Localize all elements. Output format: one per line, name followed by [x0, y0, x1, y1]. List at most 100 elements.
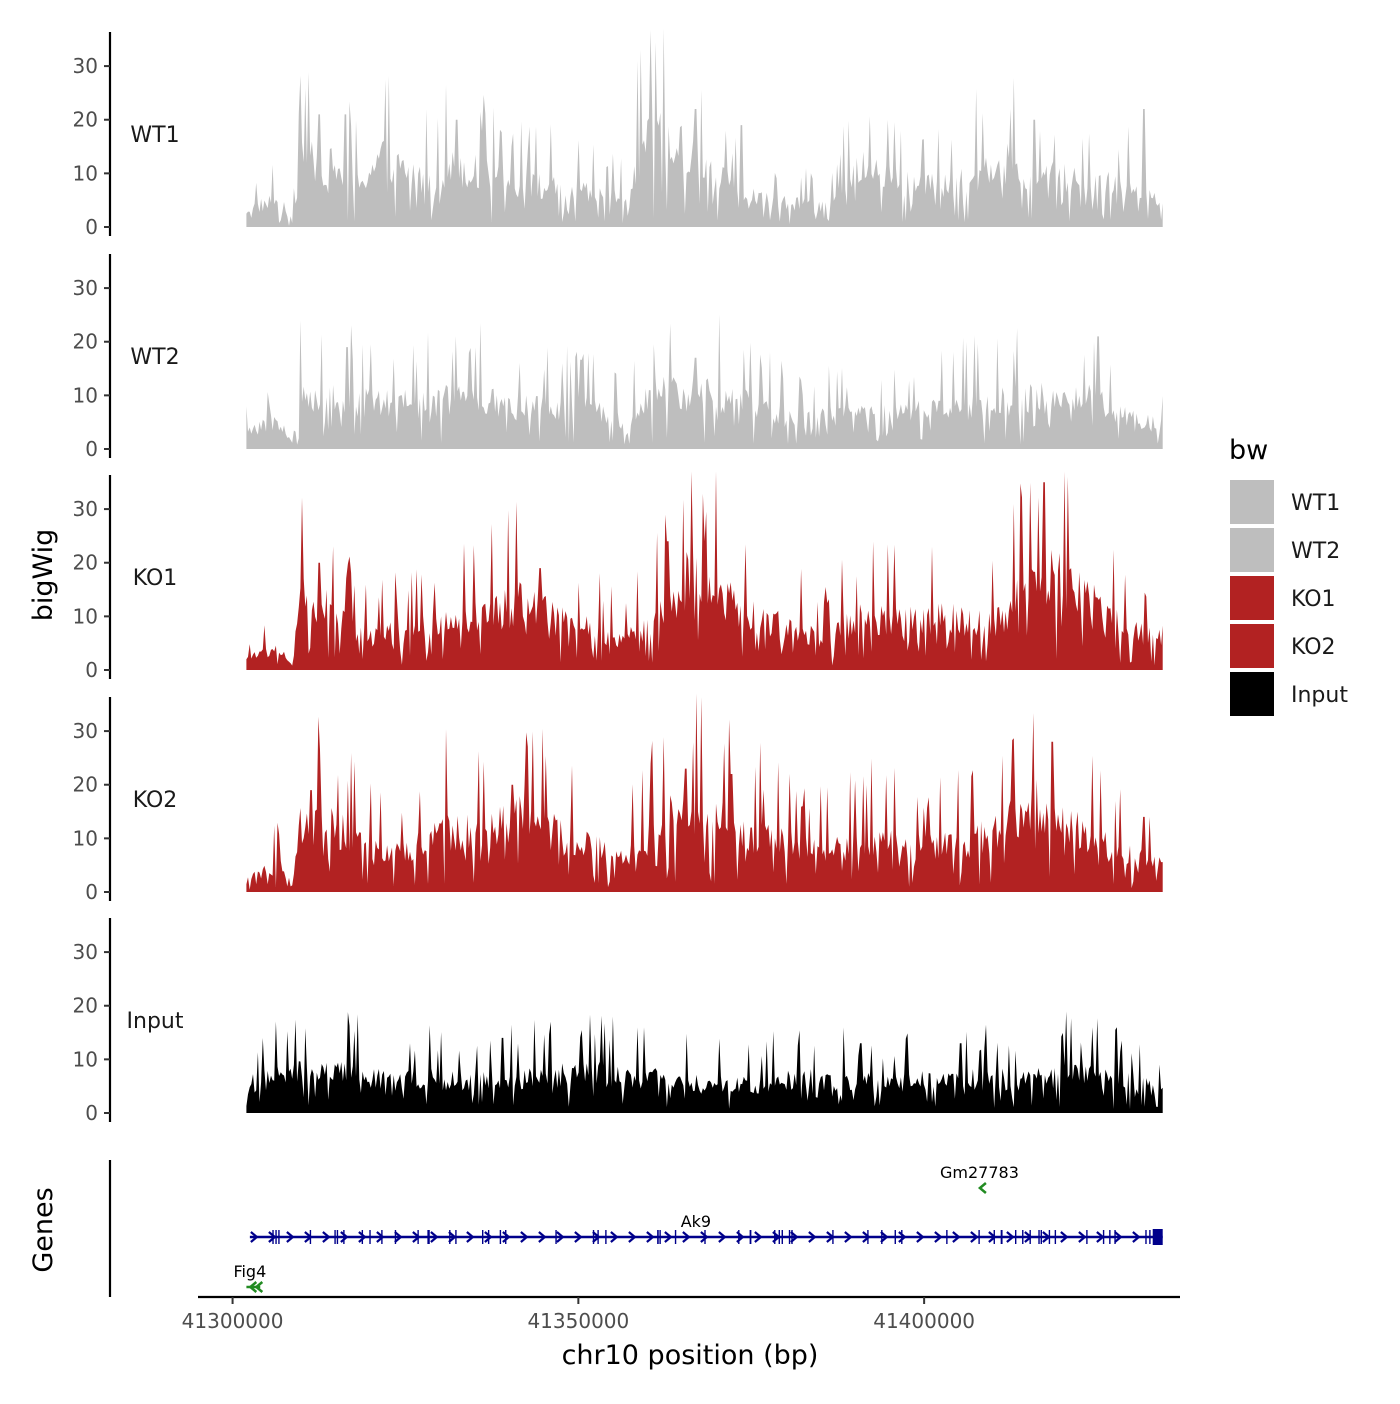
strand-arrow: [268, 1231, 277, 1243]
strand-arrow: [1060, 1231, 1069, 1243]
y-tick-label: 20: [73, 108, 98, 132]
track-label: WT1: [130, 123, 179, 148]
strand-arrow: [592, 1231, 601, 1243]
y-tick-label: 20: [73, 330, 98, 354]
gene-label: Fig4: [233, 1262, 266, 1281]
x-tick-label: 41400000: [873, 1309, 975, 1333]
strand-arrow: [1114, 1231, 1123, 1243]
strand-arrow: [394, 1231, 403, 1243]
legend-label: Input: [1291, 683, 1348, 708]
legend-label: KO1: [1291, 587, 1336, 612]
gene-fig4: Fig4: [233, 1262, 266, 1293]
strand-arrow: [808, 1231, 817, 1243]
gene-label: Gm27783: [940, 1163, 1019, 1182]
strand-arrow: [1096, 1231, 1105, 1243]
track-label: KO2: [133, 788, 178, 813]
legend-swatch: [1230, 576, 1274, 620]
signal-area-wt2: [246, 314, 1163, 449]
signal-area-ko2: [246, 693, 1163, 892]
gene-label: Ak9: [681, 1212, 711, 1231]
gene-ak9: Ak9: [249, 1212, 1163, 1245]
y-tick-label: 30: [73, 719, 98, 743]
strand-arrow: [484, 1231, 493, 1243]
strand-arrow: [520, 1231, 529, 1243]
tracks-layer: 0 10 20 30 WT1 0 10 20 30 WT2 0 10 20 30 KO1 0 10 20 30 KO2…: [73, 28, 1163, 1125]
strand-arrow: [574, 1231, 583, 1243]
legend-swatch: [1230, 672, 1274, 716]
legend-swatch: [1230, 480, 1274, 524]
strand-arrow: [952, 1231, 961, 1243]
strand-arrow: [250, 1231, 259, 1243]
strand-arrow: [790, 1231, 799, 1243]
track-label: WT2: [130, 345, 179, 370]
strand-arrow: [754, 1231, 763, 1243]
strand-arrow: [448, 1231, 457, 1243]
y-tick-label: 0: [85, 880, 98, 904]
x-tick-label: 41350000: [527, 1309, 629, 1333]
legend-title: bw: [1229, 435, 1268, 466]
x-axis: 41300000 41350000 41400000: [182, 1295, 1180, 1333]
x-axis-title: chr10 position (bp): [562, 1340, 819, 1371]
strand-arrow: [916, 1231, 925, 1243]
track-ko1: 0 10 20 30 KO1: [73, 471, 1163, 682]
strand-arrow: [862, 1231, 871, 1243]
legend-label: WT2: [1291, 539, 1340, 564]
strand-arrow: [556, 1231, 565, 1243]
y-tick-label: 0: [85, 1101, 98, 1125]
strand-arrow: [844, 1231, 853, 1243]
strand-arrow: [682, 1231, 691, 1243]
exon-terminal: [1152, 1229, 1163, 1245]
strand-arrow: [718, 1231, 727, 1243]
strand-arrow: [358, 1231, 367, 1243]
strand-arrow: [1078, 1231, 1087, 1243]
legend-swatch: [1230, 624, 1274, 668]
strand-arrow: [934, 1231, 943, 1243]
track-label: Input: [127, 1009, 184, 1034]
track-input: 0 10 20 30 Input: [73, 918, 1163, 1125]
y-tick-label: 10: [73, 1047, 98, 1071]
strand-arrow: [286, 1231, 295, 1243]
signal-area-input: [246, 1011, 1163, 1113]
strand-arrow: [646, 1231, 655, 1243]
legend-swatch: [1230, 528, 1274, 572]
strand-arrow: [880, 1231, 889, 1243]
strand-arrow: [412, 1231, 421, 1243]
y-tick-label: 30: [73, 497, 98, 521]
legend: bw WT1 WT2 KO1 KO2 Input: [1229, 435, 1348, 716]
y-tick-label: 10: [73, 161, 98, 185]
y-tick-label: 30: [73, 940, 98, 964]
strand-arrow: [700, 1231, 709, 1243]
strand-arrow: [466, 1231, 475, 1243]
strand-arrow: [977, 1182, 987, 1194]
gene-gm27783: Gm27783: [940, 1163, 1019, 1194]
strand-arrow: [970, 1231, 979, 1243]
y-tick-label: 30: [73, 276, 98, 300]
y-tick-label: 10: [73, 604, 98, 628]
track-label: KO1: [133, 566, 178, 591]
track-wt1: 0 10 20 30 WT1: [73, 28, 1163, 239]
y-tick-label: 0: [85, 658, 98, 682]
y-tick-label: 30: [73, 54, 98, 78]
signal-area-ko1: [246, 471, 1163, 670]
y-tick-label: 0: [85, 437, 98, 461]
genes-axis-title: Genes: [28, 1187, 59, 1272]
strand-arrow: [340, 1231, 349, 1243]
strand-arrow: [538, 1231, 547, 1243]
strand-arrow: [664, 1231, 673, 1243]
strand-arrow: [502, 1231, 511, 1243]
strand-arrow: [322, 1231, 331, 1243]
legend-label: WT1: [1291, 491, 1340, 516]
legend-label: KO2: [1291, 635, 1336, 660]
signal-area-wt1: [246, 28, 1163, 227]
y-tick-label: 0: [85, 215, 98, 239]
y-tick-label: 20: [73, 773, 98, 797]
strand-arrow: [376, 1231, 385, 1243]
strand-arrow: [1006, 1231, 1015, 1243]
y-tick-label: 10: [73, 383, 98, 407]
genes-panel: Ak9 Gm27783 Fig4: [108, 1160, 1163, 1297]
strand-arrow: [430, 1231, 439, 1243]
y-tick-label: 20: [73, 551, 98, 575]
track-wt2: 0 10 20 30 WT2: [73, 254, 1163, 461]
